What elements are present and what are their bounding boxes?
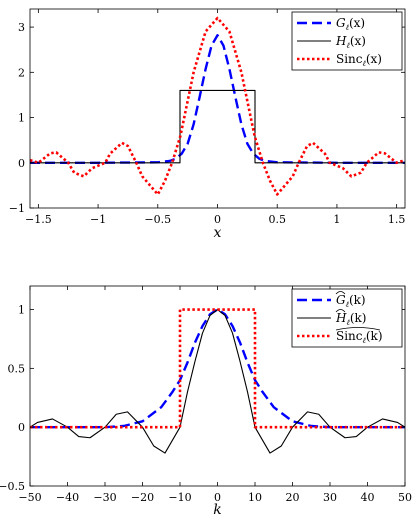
x-tick-label: 20 xyxy=(286,491,300,504)
x-tick-label: −10 xyxy=(168,491,191,504)
x-tick-label: 30 xyxy=(323,491,337,504)
series-group xyxy=(30,16,405,196)
legend-label: Gℓ(x) xyxy=(336,16,365,32)
y-tick-label: −0.5 xyxy=(0,480,25,493)
legend-label: Hℓ(x) xyxy=(335,34,366,50)
x-tick-label: −0.5 xyxy=(144,213,171,226)
x-tick-label: 0 xyxy=(214,491,221,504)
x-tick-label: −1 xyxy=(90,213,106,226)
y-tick-label: 0 xyxy=(18,157,25,170)
top-panel: −1.5 −1 −0.5 0 0.5 1 1.5−10123xGℓ(x)Hℓ(x)Sincℓ… xyxy=(9,8,406,241)
series-line xyxy=(30,16,405,196)
y-tick-label: 3 xyxy=(18,21,25,34)
legend: Gℓ(x) Hℓ(x) Sincℓ(x) xyxy=(291,11,403,71)
x-tick-label: 40 xyxy=(361,491,375,504)
y-tick-label: 2 xyxy=(18,66,25,79)
legend-label: Sincℓ(x) xyxy=(336,52,382,68)
hat-accent xyxy=(335,291,346,295)
y-tick-label: 1 xyxy=(18,112,25,125)
hat-accent xyxy=(335,309,346,313)
x-tick-label: 0 xyxy=(214,213,221,226)
bottom-panel: −50 −40 −30 −20 −10 0 10 20 30 40 50 −0.5 0 0.5 1 k Gℓ(k… xyxy=(0,285,412,518)
legend-label: Gℓ(k) xyxy=(336,293,366,309)
x-tick-label: −1.5 xyxy=(25,213,52,226)
x-tick-label: 0.5 xyxy=(268,213,286,226)
x-tick-label: 50 xyxy=(398,491,412,504)
x-tick-label: −50 xyxy=(18,491,41,504)
y-tick-label: 0 xyxy=(18,421,25,434)
x-tick-label: −40 xyxy=(56,491,79,504)
y-tick-label: 1 xyxy=(18,304,25,317)
x-tick-label: −20 xyxy=(131,491,154,504)
x-axis-label: k xyxy=(213,502,221,518)
legend-label: Sincℓ(k) xyxy=(336,329,383,345)
y-tick-label: −1 xyxy=(9,202,25,215)
legend-label: Hℓ(k) xyxy=(335,311,366,327)
x-tick-label: 1.5 xyxy=(388,213,406,226)
series-line xyxy=(30,308,405,429)
series-group xyxy=(30,308,405,454)
x-tick-label: 1 xyxy=(333,213,340,226)
x-tick-label: 10 xyxy=(248,491,262,504)
series-line xyxy=(30,308,405,429)
series-line xyxy=(30,89,405,164)
hat-accent xyxy=(335,327,381,331)
x-tick-label: −30 xyxy=(93,491,116,504)
y-tick-label: 0.5 xyxy=(8,362,26,375)
x-axis-label: x xyxy=(214,225,222,241)
legend: Gℓ(k) Hℓ(k) Sincℓ(k) xyxy=(291,288,403,348)
